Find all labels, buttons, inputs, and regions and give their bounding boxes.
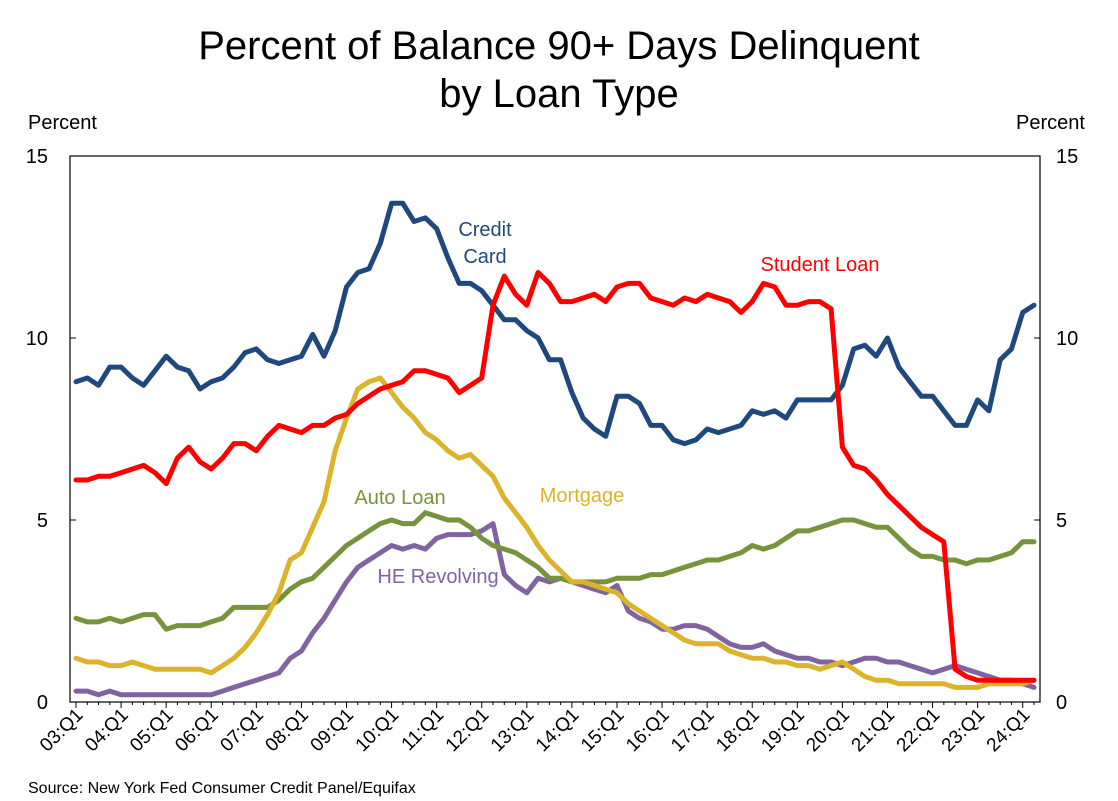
y-tick-label-left: 5 (37, 510, 48, 532)
series-label-credit-card: Credit Card (458, 219, 512, 268)
x-tick-label: 08:Q1 (261, 705, 312, 756)
x-tick-label: 07:Q1 (216, 705, 267, 756)
y-tick-label-left: 0 (37, 692, 48, 714)
x-tick-label: 14:Q1 (532, 705, 583, 756)
chart-title-line-2: by Loan Type (439, 72, 679, 116)
y-tick-label-right: 0 (1056, 692, 1067, 714)
x-tick-label: 05:Q1 (126, 705, 177, 756)
series-label-auto-loan: Auto Loan (354, 487, 445, 509)
series-label-line: Student Loan (761, 254, 880, 276)
x-tick-label: 12:Q1 (442, 705, 493, 756)
x-tick-label: 13:Q1 (487, 705, 538, 756)
x-tick-label: 23:Q1 (938, 705, 989, 756)
series-line-credit-card (73, 200, 1037, 447)
y-axis-label-left: Percent (28, 112, 97, 134)
y-tick-label-right: 15 (1056, 146, 1078, 168)
y-tick-label-left: 10 (26, 328, 48, 350)
x-tick-label: 21:Q1 (848, 705, 899, 756)
x-tick-label: 22:Q1 (893, 705, 944, 756)
x-tick-label: 17:Q1 (667, 705, 718, 756)
x-tick-label: 04:Q1 (81, 705, 132, 756)
series-line-mortgage (73, 375, 1037, 690)
x-tick-label: 18:Q1 (712, 705, 763, 756)
series-line-auto-loan (73, 510, 1037, 632)
y-axis-label-right: Percent (1016, 112, 1085, 134)
x-tick-label: 24:Q1 (983, 705, 1034, 756)
series-line-student-loan (73, 270, 1037, 683)
y-tick-label-left: 15 (26, 146, 48, 168)
x-tick-label: 06:Q1 (171, 705, 222, 756)
series-label-student-loan: Student Loan (761, 254, 880, 276)
series-label-he-revolving: HE Revolving (377, 566, 498, 588)
source-note: Source: New York Fed Consumer Credit Pan… (28, 780, 416, 797)
series-label-line: Credit (458, 219, 512, 241)
x-tick-label: 09:Q1 (307, 705, 358, 756)
x-tick-label: 19:Q1 (757, 705, 808, 756)
x-tick-label: 16:Q1 (622, 705, 673, 756)
y-tick-label-right: 5 (1056, 510, 1067, 532)
x-tick-label: 15:Q1 (577, 705, 628, 756)
plot-frame (69, 155, 1041, 703)
series-label-line: Auto Loan (354, 487, 445, 509)
x-tick-label: 11:Q1 (398, 705, 448, 755)
series-label-line: HE Revolving (377, 566, 498, 588)
chart-title: Percent of Balance 90+ Days Delinquent b… (0, 22, 1118, 118)
series-label-line: Mortgage (540, 485, 625, 507)
series-label-line: Card (463, 246, 506, 268)
x-tick-label: 20:Q1 (802, 705, 853, 756)
chart-title-line-1: Percent of Balance 90+ Days Delinquent (198, 24, 920, 68)
y-tick-label-right: 10 (1056, 328, 1078, 350)
x-tick-label: 10:Q1 (352, 705, 403, 756)
series-label-mortgage: Mortgage (540, 485, 625, 507)
